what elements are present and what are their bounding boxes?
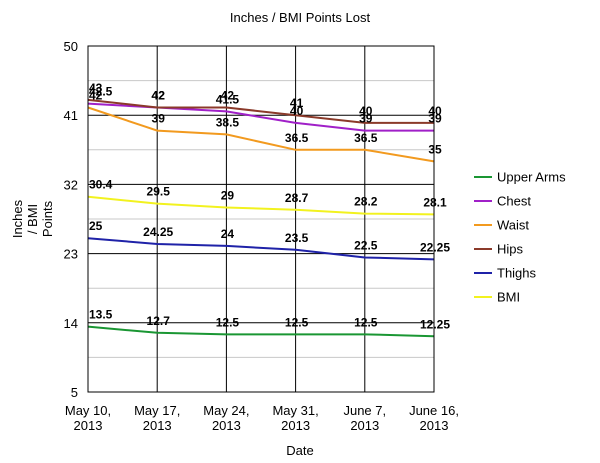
- data-label: 41: [290, 96, 304, 110]
- y-tick-label: 41: [64, 108, 78, 123]
- series-line-chest: [87, 102, 434, 132]
- x-tick-label: June 16,: [409, 403, 459, 418]
- y-tick-labels: 5 14 23 32 41 50: [64, 39, 78, 400]
- y-axis-title-text: Inches/ BMIPoints: [10, 199, 55, 238]
- y-tick-label: 50: [64, 39, 78, 54]
- y-tick-label: 32: [64, 177, 78, 192]
- x-tick-label: May 31,: [272, 403, 318, 418]
- data-label: 12.5: [354, 315, 378, 329]
- series-line-waist: [87, 106, 435, 163]
- x-tick-label: 2013: [281, 418, 310, 433]
- data-label: 42: [152, 89, 166, 103]
- data-label: 12.25: [420, 317, 450, 331]
- x-tick-label: 2013: [143, 418, 172, 433]
- x-tick-label: May 10,: [65, 403, 111, 418]
- x-tick-label: 2013: [420, 418, 449, 433]
- y-tick-label: 5: [71, 385, 78, 400]
- data-label: 28.1: [423, 195, 447, 209]
- data-label: 40: [428, 104, 442, 118]
- data-label: 35: [428, 142, 442, 156]
- data-label: 42: [89, 89, 103, 103]
- data-label: 36.5: [285, 131, 309, 145]
- data-label: 25: [89, 219, 103, 233]
- data-label: 12.5: [216, 315, 240, 329]
- x-tick-label: May 24,: [203, 403, 249, 418]
- data-label: 28.7: [285, 191, 309, 205]
- legend-entry: Chest: [497, 194, 531, 209]
- data-label: 30.4: [89, 178, 113, 192]
- x-tick-label: 2013: [212, 418, 241, 433]
- data-label: 40: [359, 104, 373, 118]
- data-label: 12.5: [285, 315, 309, 329]
- y-axis-title: Inches/ BMIPoints: [10, 199, 55, 238]
- data-label: 12.7: [147, 314, 171, 328]
- data-label: 39: [359, 112, 373, 126]
- x-tick-label: 2013: [74, 418, 103, 433]
- y-tick-label: 23: [64, 247, 78, 262]
- series-line-bmi: [87, 195, 435, 216]
- data-label: 36.5: [354, 131, 378, 145]
- legend: Upper Arms Chest Waist Hips Thighs BMI: [474, 170, 566, 305]
- x-tick-label: 2013: [350, 418, 379, 433]
- legend-entry: Thighs: [497, 266, 537, 281]
- series-line-thighs: [87, 237, 435, 261]
- data-label: 22.25: [420, 240, 450, 254]
- data-label: 28.2: [354, 195, 378, 209]
- series-line-hips: [87, 98, 434, 124]
- data-label: 42: [221, 89, 235, 103]
- data-label: 23.5: [285, 231, 309, 245]
- gridlines: [88, 45, 434, 393]
- data-label: 42: [152, 89, 166, 103]
- data-label: 24: [221, 227, 235, 241]
- data-label: 24.25: [143, 225, 173, 239]
- data-label: 39: [428, 112, 442, 126]
- chart-title: Inches / BMI Points Lost: [230, 10, 371, 25]
- data-label: 40: [290, 104, 304, 118]
- data-label: 29.5: [147, 185, 171, 199]
- data-label: 13.5: [89, 308, 113, 322]
- legend-entry: BMI: [497, 290, 520, 305]
- y-tick-label: 14: [64, 316, 78, 331]
- data-label: 38.5: [216, 115, 240, 129]
- series-line-upper-arms: [87, 325, 435, 338]
- x-tick-label: June 7,: [343, 403, 386, 418]
- series-lines: [87, 98, 435, 338]
- x-axis-title: Date: [286, 443, 313, 458]
- data-label: 29: [221, 188, 235, 202]
- data-label: 39: [152, 112, 166, 126]
- plot-frame: [87, 45, 435, 393]
- data-label: 41.5: [216, 92, 240, 106]
- legend-entry: Waist: [497, 218, 529, 233]
- data-label: 22.5: [354, 238, 378, 252]
- x-tick-label: May 17,: [134, 403, 180, 418]
- data-label: 43: [89, 81, 103, 95]
- legend-entry: Upper Arms: [497, 170, 566, 185]
- data-label: 42.5: [89, 85, 113, 99]
- legend-entry: Hips: [497, 242, 524, 257]
